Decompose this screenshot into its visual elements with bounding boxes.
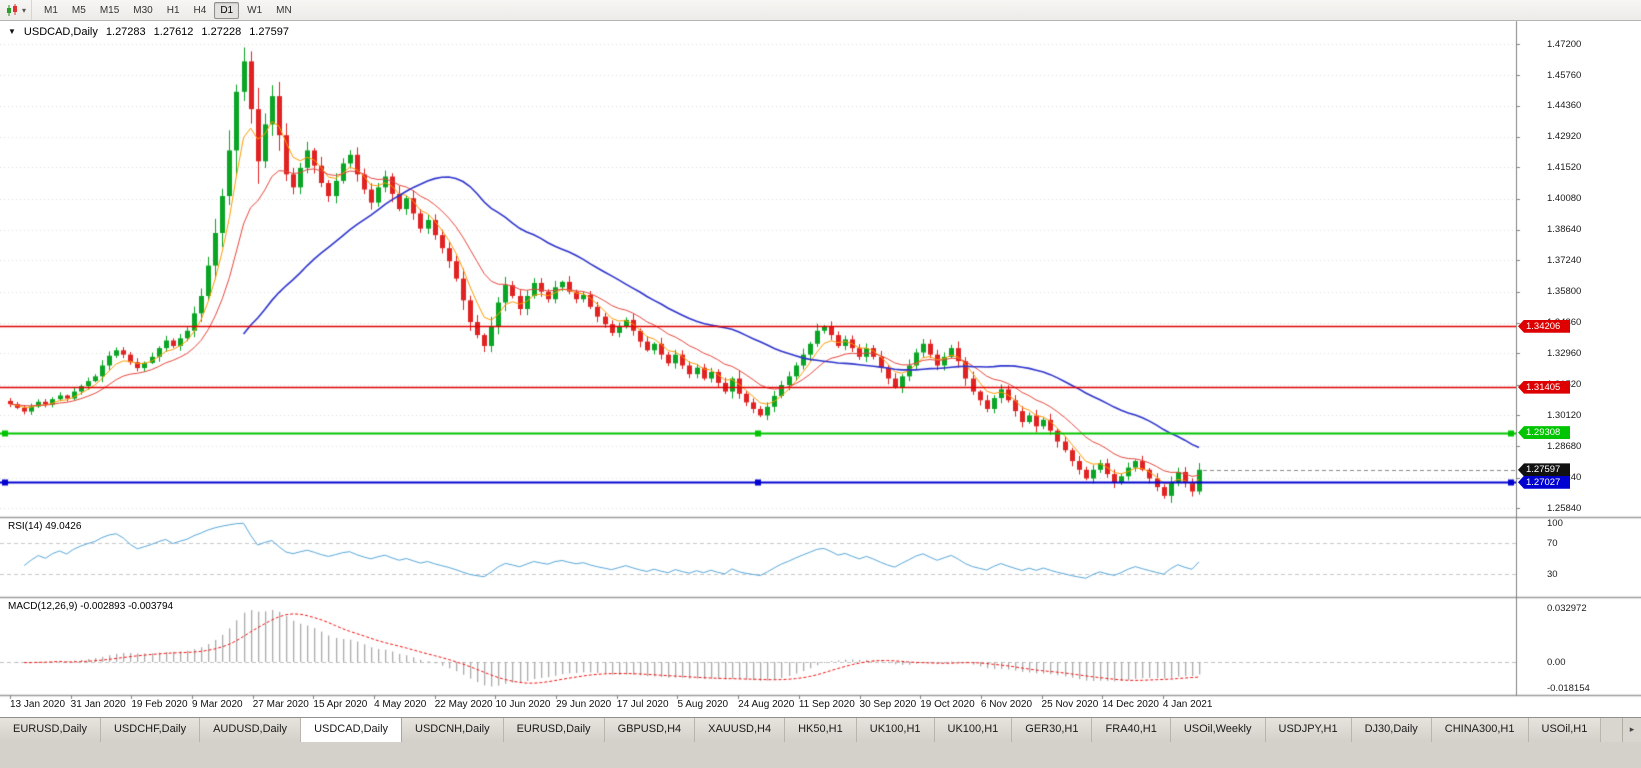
price-level-badge: 1.27027 [1518, 475, 1570, 489]
chevron-down-icon: ▾ [22, 5, 27, 15]
date-axis-label: 24 Aug 2020 [738, 699, 795, 710]
timeframe-button-mn[interactable]: MN [276, 4, 292, 16]
symbol-tabbar: EURUSD,Daily USDCHF,Daily AUDUSD,Daily USDC… [0, 717, 1641, 742]
date-axis-label: 5 Aug 2020 [677, 699, 729, 710]
tab-usdchf-daily[interactable]: USDCHF,Daily [100, 718, 201, 742]
date-axis-label: 4 May 2020 [374, 699, 427, 710]
date-axis-label: 29 Jun 2020 [556, 699, 612, 710]
price-axis-label: 1.44360 [1547, 100, 1582, 112]
price-axis-label: 1.30120 [1547, 409, 1582, 421]
price-axis-label: 1.25840 [1547, 502, 1582, 514]
timeframe-buttons: M1 M5 M15 M30 H1 H4 D1 W1 MN [37, 0, 299, 20]
price-axis-label: 1.45760 [1547, 69, 1582, 81]
tab-usdcnh-daily[interactable]: USDCNH,Daily [402, 718, 504, 742]
current-price-badge: 1.27597 [1518, 463, 1570, 477]
date-axis-label: 22 May 2020 [434, 699, 493, 710]
symbol-tabs-row: EURUSD,Daily USDCHF,Daily AUDUSD,Daily USDC… [0, 718, 1641, 742]
date-axis-label: 11 Sep 2020 [798, 699, 855, 710]
date-axis-label: 30 Sep 2020 [859, 699, 917, 710]
timeframe-button-d1[interactable]: D1 [214, 1, 240, 19]
price-axis-label: 1.35800 [1547, 286, 1582, 298]
tab-hk50-h1[interactable]: HK50,H1 [785, 718, 857, 742]
tab-uk100-h1[interactable]: UK100,H1 [934, 718, 1013, 742]
macd-axis-label: 0.032972 [1547, 603, 1587, 614]
quote-high: 1.27612 [153, 26, 194, 38]
tab-dj30-daily[interactable]: DJ30,Daily [1351, 718, 1432, 742]
tab-xauusd-h4[interactable]: XAUUSD,H4 [695, 718, 786, 742]
timeframe-button-h4[interactable]: H4 [193, 4, 207, 16]
date-axis-label: 14 Dec 2020 [1102, 699, 1159, 710]
date-axis-label: 9 Mar 2020 [192, 699, 243, 710]
macd-axis-label: 0.00 [1547, 657, 1566, 668]
price-axis-label: 1.40080 [1547, 193, 1582, 205]
tab-usoil-weekly[interactable]: USOil,Weekly [1170, 718, 1266, 742]
chart-type-dropdown[interactable]: ▾ [0, 0, 33, 20]
rsi-axis-label: 100 [1547, 518, 1563, 529]
timeframe-button-m5[interactable]: M5 [71, 4, 86, 16]
tab-gbpusd-h4[interactable]: GBPUSD,H4 [604, 718, 696, 742]
timeframe-button-m1[interactable]: M1 [44, 4, 58, 16]
price-axis-label: 1.32960 [1547, 347, 1582, 359]
window-bottom-strip [0, 741, 1641, 768]
tab-china300-h1[interactable]: CHINA300,H1 [1431, 718, 1529, 742]
timeframe-button-m15[interactable]: M15 [99, 4, 120, 16]
date-axis-label: 17 Jul 2020 [616, 699, 669, 710]
quote-close: 1.27597 [249, 26, 289, 38]
timeframe-button-m30[interactable]: M30 [133, 4, 153, 16]
price-axis-label: 1.42920 [1547, 131, 1582, 143]
chart-symbol-label: USDCAD,Daily [23, 26, 98, 38]
tab-eurusd-daily[interactable]: EURUSD,Daily [503, 718, 605, 742]
date-axis-label: 19 Oct 2020 [920, 699, 975, 710]
price-axis-label: 1.37240 [1547, 254, 1582, 266]
macd-axis-label: -0.018154 [1547, 683, 1590, 694]
date-axis-label: 31 Jan 2020 [70, 699, 126, 710]
price-level-badge: 1.34206 [1518, 319, 1570, 333]
tab-usoil-h1[interactable]: USOil,H1 [1528, 718, 1602, 742]
quote-low: 1.27228 [201, 26, 242, 38]
price-axis-label: 1.41520 [1547, 161, 1582, 173]
date-axis-label: 15 Apr 2020 [313, 699, 368, 710]
chart-quote-line: ▼ USDCAD,Daily 1.27283 1.27612 1.27228 1… [8, 26, 289, 38]
timeframe-button-w1[interactable]: W1 [247, 4, 263, 16]
date-axis-label: 10 Jun 2020 [495, 699, 551, 710]
tab-eurusd-daily[interactable]: EURUSD,Daily [0, 718, 101, 742]
tab-ger30-h1[interactable]: GER30,H1 [1012, 718, 1093, 742]
tab-fra40-h1[interactable]: FRA40,H1 [1092, 718, 1171, 742]
date-axis-label: 25 Nov 2020 [1041, 699, 1099, 710]
price-level-badge: 1.31405 [1518, 380, 1570, 394]
price-axis-label: 1.38640 [1547, 224, 1582, 236]
date-axis-label: 13 Jan 2020 [10, 699, 66, 710]
price-axis-label: 1.28680 [1547, 440, 1582, 452]
tab-audusd-daily[interactable]: AUDUSD,Daily [200, 718, 302, 742]
rsi-axis-label: 30 [1547, 568, 1558, 580]
quote-open: 1.27283 [105, 26, 146, 38]
tab-usdcad-daily[interactable]: USDCAD,Daily [301, 718, 403, 742]
collapse-triangle-icon[interactable]: ▼ [8, 27, 16, 36]
tab-scroll-right-button[interactable]: ▸ [1622, 718, 1641, 742]
macd-indicator-label: MACD(12,26,9) -0.002893 -0.003794 [8, 601, 174, 612]
rsi-indicator-label: RSI(14) 49.0426 [8, 521, 82, 532]
date-axis-label: 27 Mar 2020 [252, 699, 309, 710]
tab-usdjpy-h1[interactable]: USDJPY,H1 [1265, 718, 1352, 742]
tab-uk100-h1[interactable]: UK100,H1 [856, 718, 935, 742]
date-axis-label: 6 Nov 2020 [980, 699, 1033, 710]
date-axis-label: 19 Feb 2020 [131, 699, 188, 710]
price-level-badge: 1.29308 [1518, 426, 1570, 440]
candlestick-chart-icon [7, 3, 17, 16]
timeframe-toolbar: ▾ M1 M5 M15 M30 H1 H4 D1 W1 MN [0, 0, 1641, 21]
date-axis-label: 4 Jan 2021 [1162, 699, 1213, 710]
price-axis-label: 1.47200 [1547, 38, 1582, 50]
timeframe-button-h1[interactable]: H1 [166, 4, 180, 16]
rsi-axis-label: 70 [1547, 538, 1558, 550]
